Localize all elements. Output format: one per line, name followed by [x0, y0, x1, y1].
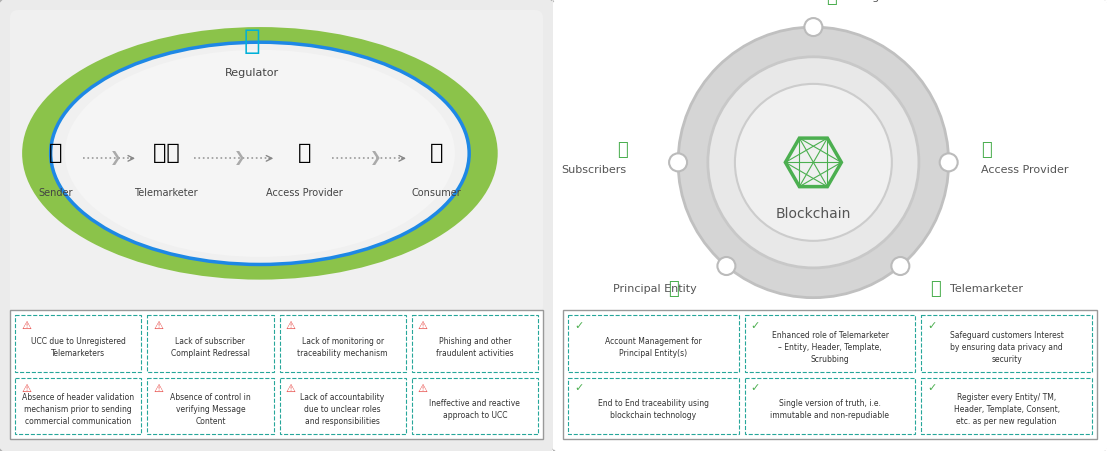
- Text: ⚠: ⚠: [21, 321, 31, 331]
- Circle shape: [717, 257, 735, 275]
- FancyBboxPatch shape: [563, 310, 1097, 439]
- Circle shape: [669, 153, 687, 171]
- Text: Regulator: Regulator: [225, 68, 279, 78]
- Circle shape: [707, 57, 919, 268]
- Text: ✓: ✓: [928, 383, 937, 394]
- Circle shape: [805, 18, 823, 36]
- Text: ✓: ✓: [751, 321, 761, 331]
- Text: ✓: ✓: [575, 383, 583, 394]
- Text: Ineffective and reactive
approach to UCC: Ineffective and reactive approach to UCC: [430, 399, 520, 420]
- FancyBboxPatch shape: [10, 310, 544, 439]
- Text: ✓: ✓: [928, 321, 937, 331]
- Text: 🖥: 🖥: [298, 143, 311, 163]
- FancyBboxPatch shape: [412, 377, 538, 434]
- Text: Enhanced role of Telemarketer
– Entity, Header, Template,
Scrubbing: Enhanced role of Telemarketer – Entity, …: [772, 331, 889, 364]
- Text: ⚠: ⚠: [153, 321, 163, 331]
- Text: ❯: ❯: [235, 152, 246, 166]
- Text: Telemarketer: Telemarketer: [134, 189, 198, 198]
- Text: 🏢: 🏢: [668, 281, 679, 299]
- Ellipse shape: [51, 42, 469, 264]
- FancyBboxPatch shape: [745, 377, 915, 434]
- Ellipse shape: [65, 50, 455, 257]
- Text: Lack of accountability
due to unclear roles
and responsibilities: Lack of accountability due to unclear ro…: [300, 393, 385, 426]
- Text: Phishing and other
fraudulent activities: Phishing and other fraudulent activities: [436, 337, 514, 358]
- Text: 🏛: 🏛: [49, 143, 62, 163]
- Text: ❯: ❯: [370, 152, 381, 166]
- Text: Register every Entity/ TM,
Header, Template, Consent,
etc. as per new regulation: Register every Entity/ TM, Header, Templ…: [953, 393, 1059, 426]
- Text: ❯: ❯: [110, 152, 122, 166]
- Circle shape: [735, 84, 892, 241]
- Text: 📋: 📋: [826, 0, 837, 6]
- Text: Principal Entity: Principal Entity: [613, 285, 697, 295]
- FancyBboxPatch shape: [551, 0, 1107, 451]
- FancyBboxPatch shape: [568, 377, 738, 434]
- Text: ✓: ✓: [575, 321, 583, 331]
- Text: Safeguard customers Interest
by ensuring data privacy and
security: Safeguard customers Interest by ensuring…: [950, 331, 1064, 364]
- FancyBboxPatch shape: [412, 315, 538, 372]
- Text: 📱: 📱: [431, 143, 444, 163]
- FancyBboxPatch shape: [147, 377, 273, 434]
- Text: End to End traceability using
blockchain technology: End to End traceability using blockchain…: [598, 399, 708, 420]
- FancyBboxPatch shape: [15, 315, 142, 372]
- Text: Lack of subscriber
Complaint Redressal: Lack of subscriber Complaint Redressal: [170, 337, 250, 358]
- Text: Single version of truth, i.e.
immutable and non-repudiable: Single version of truth, i.e. immutable …: [770, 399, 890, 420]
- FancyBboxPatch shape: [745, 315, 915, 372]
- FancyBboxPatch shape: [0, 0, 555, 451]
- Text: ⚠: ⚠: [417, 383, 427, 394]
- FancyBboxPatch shape: [921, 377, 1092, 434]
- Text: Absence of control in
verifying Message
Content: Absence of control in verifying Message …: [170, 393, 251, 426]
- Text: 👤: 👤: [930, 281, 941, 299]
- Text: ⚠: ⚠: [21, 383, 31, 394]
- Text: Consumer: Consumer: [412, 189, 462, 198]
- Text: Subscribers: Subscribers: [561, 166, 627, 175]
- Circle shape: [891, 257, 909, 275]
- Text: 👨‍💼: 👨‍💼: [153, 143, 179, 163]
- FancyBboxPatch shape: [15, 377, 142, 434]
- Text: Lack of monitoring or
traceability mechanism: Lack of monitoring or traceability mecha…: [298, 337, 387, 358]
- Text: Sender: Sender: [38, 189, 73, 198]
- FancyBboxPatch shape: [147, 315, 273, 372]
- FancyBboxPatch shape: [10, 10, 544, 314]
- Text: ✓: ✓: [751, 383, 761, 394]
- Text: ⚠: ⚠: [286, 321, 296, 331]
- Text: ⚠: ⚠: [286, 383, 296, 394]
- Circle shape: [940, 153, 958, 171]
- Ellipse shape: [22, 27, 498, 280]
- Text: Absence of header validation
mechanism prior to sending
commercial communication: Absence of header validation mechanism p…: [22, 393, 134, 426]
- Text: 👥: 👥: [618, 141, 628, 159]
- FancyBboxPatch shape: [568, 315, 738, 372]
- Text: 📡: 📡: [981, 141, 992, 159]
- Text: Access Provider: Access Provider: [266, 189, 342, 198]
- Text: Account Management for
Principal Entity(s): Account Management for Principal Entity(…: [604, 337, 702, 358]
- Text: Telemarketer: Telemarketer: [950, 285, 1023, 295]
- Text: Regulator: Regulator: [858, 0, 912, 2]
- Text: UCC due to Unregistered
Telemarketers: UCC due to Unregistered Telemarketers: [31, 337, 125, 358]
- Text: Blockchain: Blockchain: [776, 207, 851, 221]
- Text: ⚠: ⚠: [153, 383, 163, 394]
- FancyBboxPatch shape: [921, 315, 1092, 372]
- FancyBboxPatch shape: [279, 377, 406, 434]
- Text: 📄: 📄: [244, 27, 260, 55]
- Text: ⚠: ⚠: [417, 321, 427, 331]
- Circle shape: [679, 27, 949, 298]
- Text: Access Provider: Access Provider: [981, 166, 1068, 175]
- FancyBboxPatch shape: [279, 315, 406, 372]
